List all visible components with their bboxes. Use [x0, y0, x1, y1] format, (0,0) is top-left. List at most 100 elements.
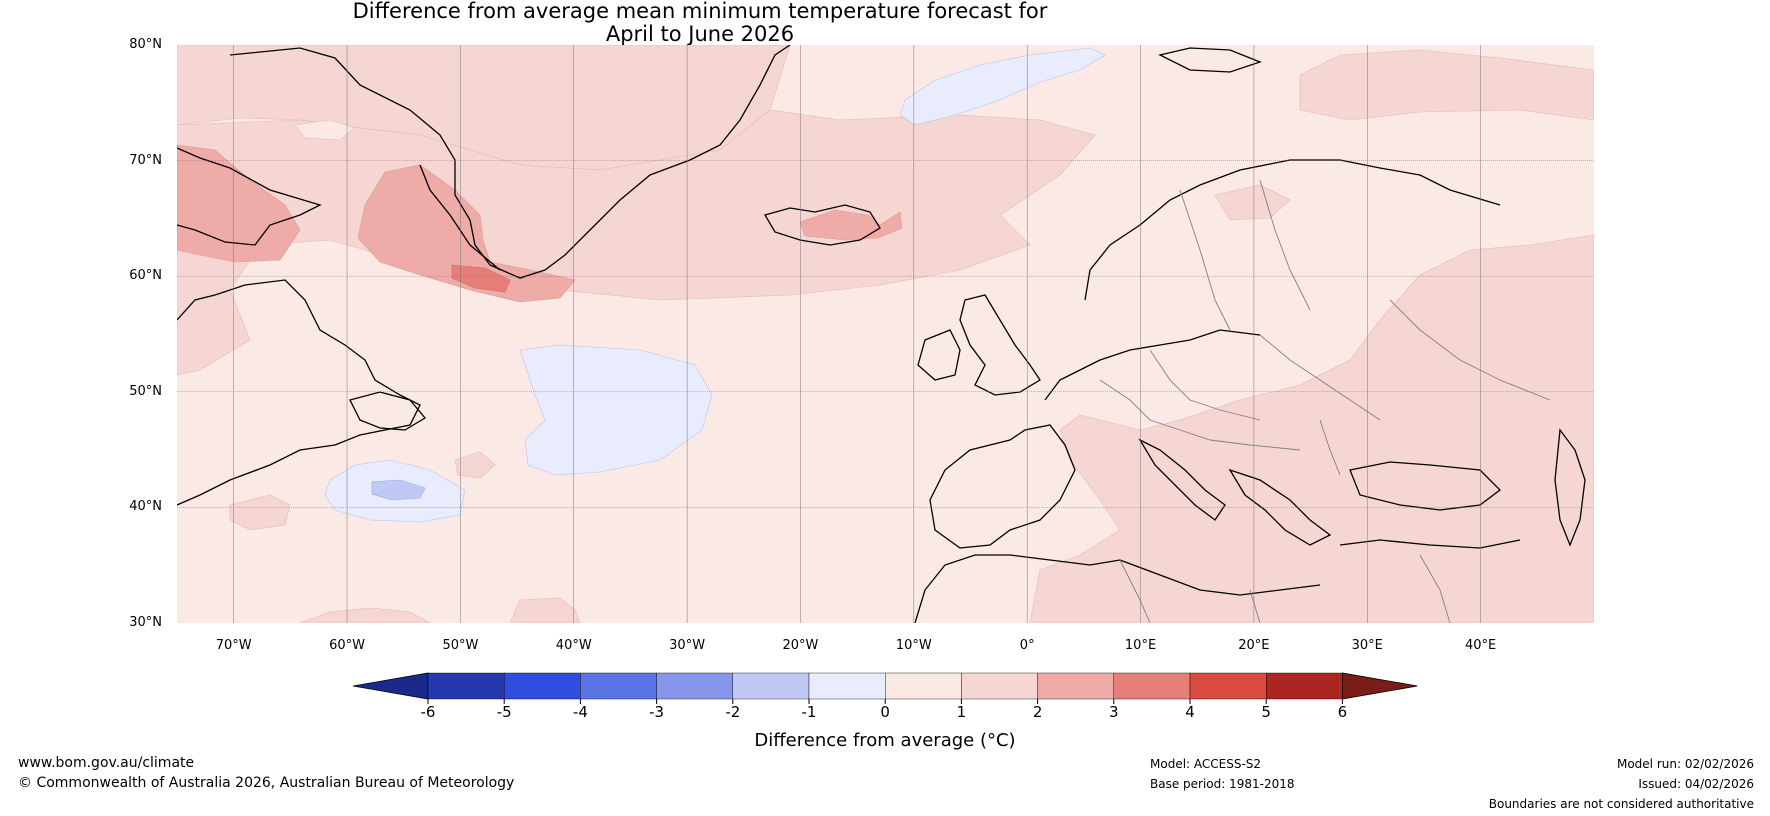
colorbar-segment	[1037, 672, 1114, 700]
latitude-label: 30°N	[129, 615, 162, 630]
border-segment-6	[1389, 299, 1551, 401]
italy-coastline	[1138, 438, 1226, 521]
anomaly-region-baffin-pocket	[294, 119, 356, 141]
gridlines	[177, 45, 1594, 623]
colorbar-label: Difference from average (°C)	[754, 730, 1016, 751]
colorbar-extend-low	[352, 672, 429, 700]
anomaly-region-north-america-south	[229, 494, 291, 531]
issued-date: Issued: 04/02/2026	[1638, 777, 1754, 791]
border-segment-7	[1319, 419, 1341, 476]
border-segment-3	[1099, 379, 1301, 451]
north-africa-coastline	[914, 554, 1321, 623]
website-link[interactable]: www.bom.gov.au/climate	[18, 755, 195, 771]
latitude-label: 40°N	[129, 499, 162, 515]
disclaimer-text: Boundaries are not considered authoritat…	[1488, 797, 1754, 811]
colorbar	[352, 672, 1418, 704]
border-segment-2	[1259, 179, 1311, 311]
colorbar-segment	[427, 672, 505, 700]
anomaly-region-south-atlantic-band	[299, 597, 581, 623]
anomaly-region-greenland-tip-hotspot	[451, 264, 511, 293]
model-name: Model: ACCESS-S2	[1150, 757, 1262, 771]
anomaly-region-scandinavia	[1214, 184, 1291, 221]
iceland-coastline	[764, 204, 881, 246]
colorbar-tick-label: 2	[1032, 703, 1043, 721]
longitude-label: 20°W	[782, 638, 819, 653]
greenland-west-coast	[419, 164, 501, 271]
colorbar-segment	[732, 672, 810, 700]
chart-title: Difference from average mean minimum tem…	[0, 0, 1400, 46]
coastlines	[177, 45, 1586, 623]
anomaly-region-azores-spot	[454, 451, 496, 479]
title-line-2: April to June 2026	[605, 22, 795, 46]
colorbar-tick-label: 1	[956, 703, 967, 721]
longitude-label: 30°W	[669, 638, 706, 653]
colorbar-segment	[1113, 672, 1191, 700]
colorbar-tick-label: 3	[1109, 703, 1119, 721]
labrador-coastline	[177, 279, 421, 506]
latitude-label: 70°N	[129, 152, 162, 168]
colorbar-tick-label: 4	[1185, 703, 1195, 721]
longitude-label: 50°W	[442, 638, 479, 653]
colorbar-tick-label: -1	[801, 703, 817, 721]
longitude-label: 40°E	[1464, 638, 1497, 653]
border-segment-5	[1259, 334, 1381, 421]
black-sea-coastline	[1349, 461, 1501, 511]
ireland-coastline	[917, 329, 961, 381]
colorbar-tick-label: -2	[725, 703, 741, 721]
colorbar-segment	[580, 672, 657, 700]
colorbar-segment	[1265, 672, 1343, 700]
anomaly-region-arctic-east	[1299, 49, 1594, 121]
border-segment-4	[1149, 349, 1261, 421]
continental-europe-coastline	[1044, 329, 1261, 401]
title-line-1: Difference from average mean minimum tem…	[352, 0, 1048, 23]
balkans-coastline	[1228, 468, 1332, 546]
anomaly-region-mid-atlantic-cool	[519, 344, 713, 476]
colorbar-tick-label: 0	[880, 703, 890, 721]
anomaly-region-greenland-south	[357, 164, 576, 303]
borders	[1099, 179, 1551, 623]
colorbar-tick-label: -6	[420, 703, 436, 721]
colorbar-segment	[808, 672, 886, 700]
anomaly-region-iceland	[799, 209, 903, 241]
colorbar-tick-label: 6	[1337, 703, 1348, 721]
longitude-label: 70°W	[215, 638, 252, 653]
greenland-coastline	[229, 45, 791, 279]
colorbar-segment	[885, 672, 962, 700]
longitude-label: 20°E	[1238, 638, 1270, 653]
colorbar-segment	[656, 672, 733, 700]
longitude-label: 10°W	[895, 638, 932, 653]
latitude-label: 60°N	[129, 268, 162, 284]
norway-coastline	[1084, 159, 1501, 301]
latitude-label: 80°N	[129, 37, 162, 52]
border-segment-1	[1179, 189, 1231, 331]
border-segment-9	[1249, 589, 1261, 623]
longitude-label: 0°	[1019, 638, 1035, 653]
colorbar-tick-label: -5	[496, 703, 512, 721]
colorbar-extend-high	[1342, 672, 1418, 700]
longitude-label: 40°W	[555, 638, 592, 653]
model-run-date: Model run: 02/02/2026	[1616, 757, 1754, 771]
colorbar-tick-label: -4	[572, 703, 588, 721]
newfoundland-coastline	[349, 391, 426, 431]
anomaly-region-eastern-europe	[1029, 234, 1594, 623]
longitude-label: 60°W	[329, 638, 365, 653]
svalbard-coastline	[1158, 47, 1262, 73]
colorbar-segment	[504, 672, 581, 700]
caspian-coastline	[1554, 428, 1586, 547]
longitude-label: 10°E	[1124, 638, 1157, 653]
copyright-text: © Commonwealth of Australia 2026, Austra…	[18, 775, 515, 791]
colorbar-segment	[1189, 672, 1267, 700]
turkey-coastline	[1339, 539, 1521, 549]
colorbar-tick-label: -3	[649, 703, 665, 721]
anomaly-region-newfoundland-cold-core	[371, 479, 426, 501]
longitude-label: 30°E	[1351, 638, 1383, 653]
colorbar-tick-label: 5	[1261, 703, 1271, 721]
baffin-island-coastline	[177, 147, 322, 246]
latitude-label: 50°N	[129, 383, 162, 399]
base-period: Base period: 1981-2018	[1150, 777, 1295, 791]
anomaly-region-greenland-southwest	[177, 144, 301, 263]
border-segment-10	[1419, 554, 1451, 623]
border-segment-8	[1119, 559, 1151, 623]
iberia-coastline	[929, 424, 1076, 549]
